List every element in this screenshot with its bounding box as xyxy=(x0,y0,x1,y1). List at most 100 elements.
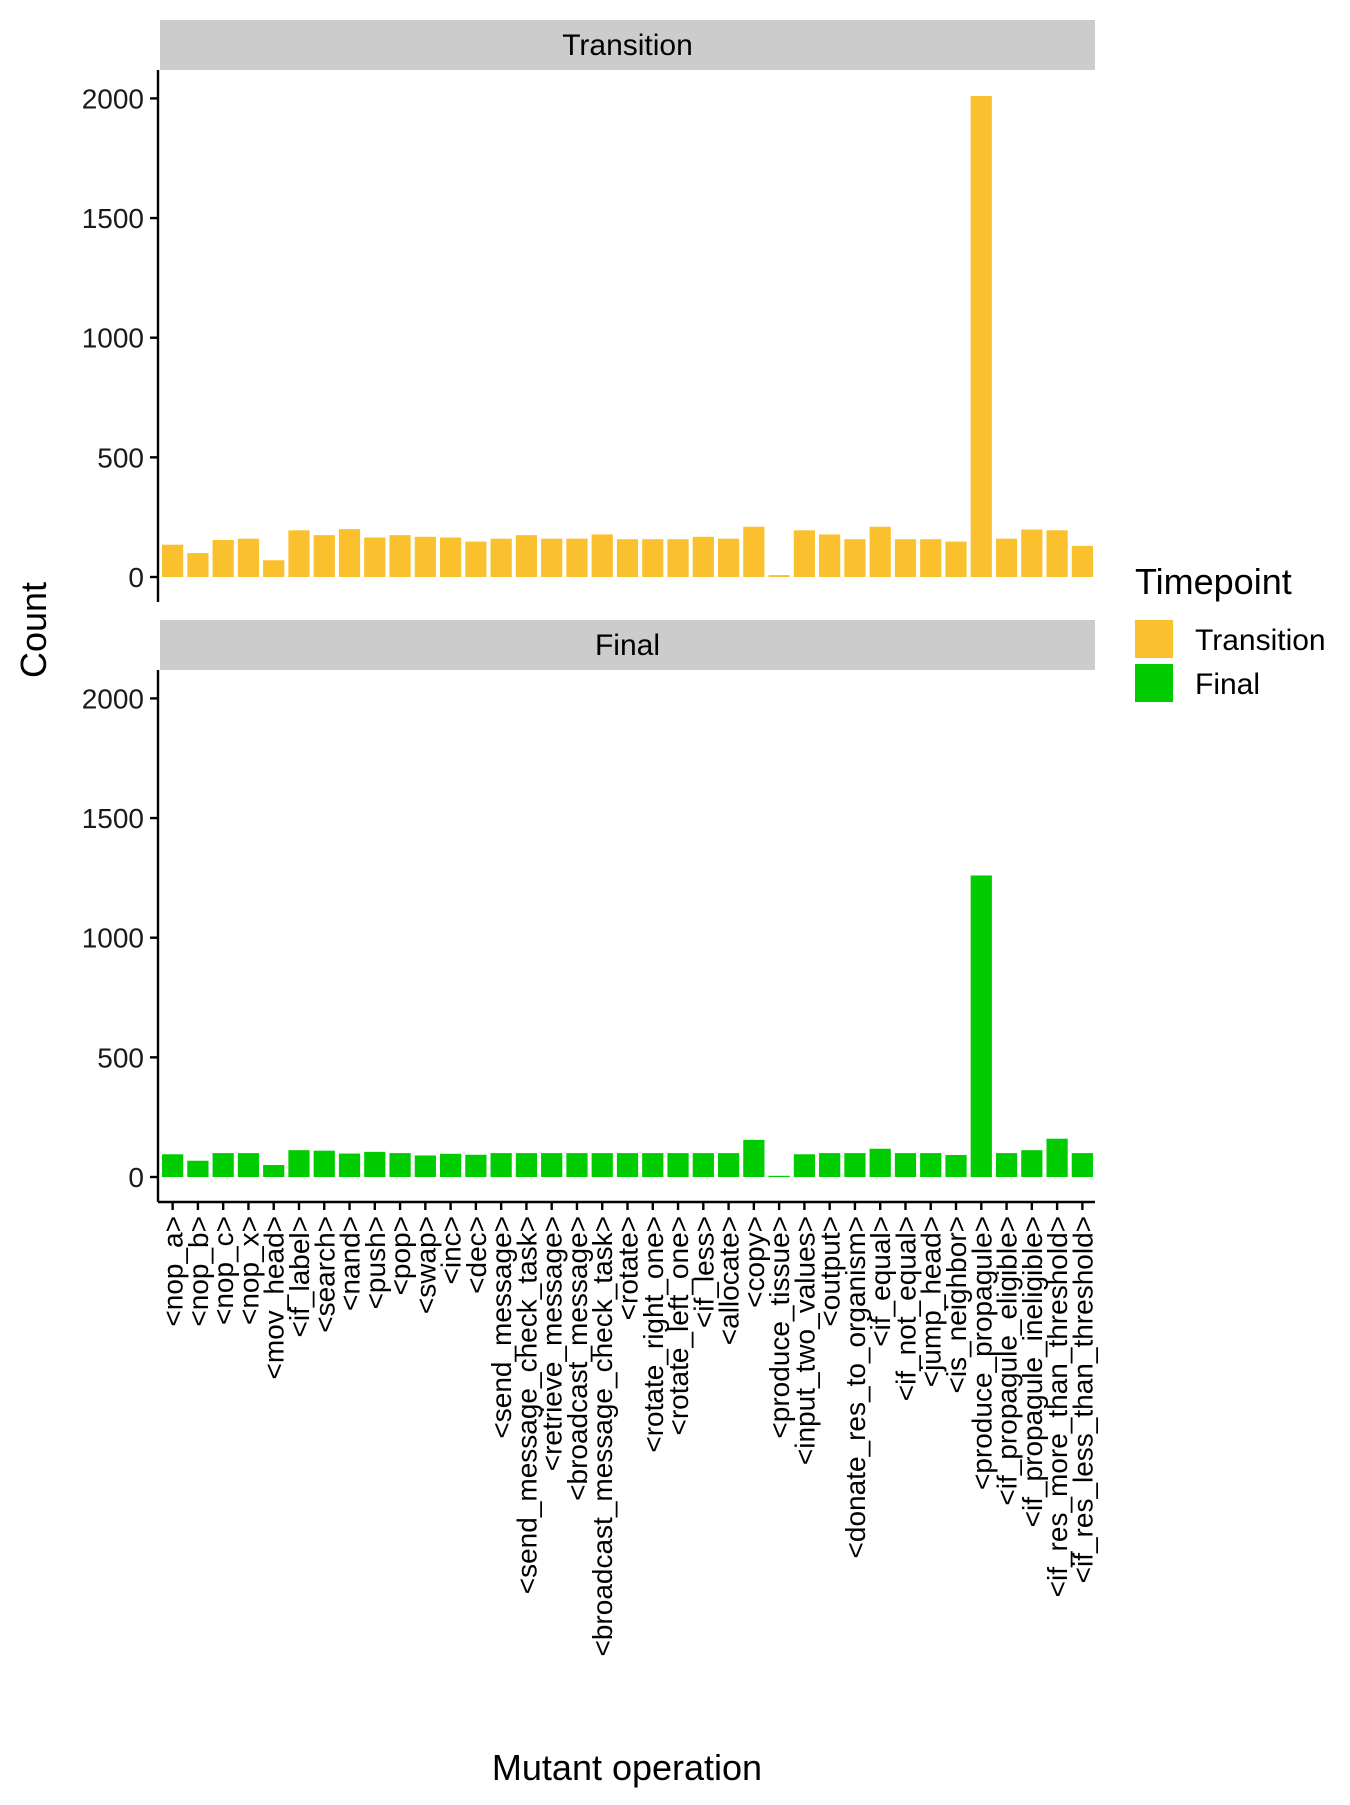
bar xyxy=(819,1153,841,1177)
bar xyxy=(313,1150,335,1177)
x-tick-label: <donate_res_to_organism> xyxy=(840,1216,871,1558)
bar xyxy=(162,544,184,577)
bar xyxy=(920,1153,942,1177)
bar xyxy=(743,1139,765,1177)
y-axis-title: Count xyxy=(13,582,54,678)
bar xyxy=(338,529,361,577)
bar xyxy=(768,575,790,577)
bar xyxy=(591,1153,613,1177)
panel-1: Final 0 500 1000 1500 2000 xyxy=(82,620,1095,1204)
bar xyxy=(1071,545,1093,577)
bar xyxy=(1021,529,1043,577)
facet-strip xyxy=(160,620,1095,670)
bar xyxy=(920,539,942,577)
x-tick-label: <retrieve_message> xyxy=(537,1216,568,1471)
bar xyxy=(212,539,234,577)
bar xyxy=(616,539,639,577)
x-tick-label: <nop_a> xyxy=(158,1216,189,1327)
x-tick-label: <rotate_left_one> xyxy=(663,1216,694,1436)
x-tick-label: <allocate> xyxy=(714,1216,745,1345)
x-tick-label: <rotate> xyxy=(613,1216,644,1320)
bar xyxy=(616,1153,639,1177)
bar xyxy=(313,535,335,577)
bar xyxy=(1046,1138,1068,1177)
legend-label: Final xyxy=(1195,668,1260,701)
x-tick-label: <is_neighbor> xyxy=(941,1216,972,1393)
bar xyxy=(263,1165,285,1177)
x-tick-label: <push> xyxy=(360,1216,391,1309)
bar xyxy=(187,1160,209,1177)
bar xyxy=(743,526,765,577)
x-tick-label: <send_message_check_task> xyxy=(511,1216,542,1594)
bar xyxy=(288,530,310,577)
bar xyxy=(364,537,386,577)
x-tick-label: <nop_b> xyxy=(183,1216,214,1327)
bar xyxy=(465,1154,487,1177)
legend-label: Transition xyxy=(1195,624,1326,657)
bar xyxy=(642,1153,664,1177)
bar xyxy=(844,1153,866,1177)
legend: Timepoint Transition Final xyxy=(1135,561,1326,702)
x-tick-label: <swap> xyxy=(410,1216,441,1314)
y-tick-label: 1500 xyxy=(82,803,144,834)
legend-title: Timepoint xyxy=(1135,561,1292,602)
y-tick-label: 0 xyxy=(128,1162,144,1193)
x-tick-label: <if_propagule_ineligible> xyxy=(1017,1216,1048,1527)
x-tick-label: <nop_x> xyxy=(233,1216,264,1325)
bar xyxy=(566,1153,588,1177)
bar xyxy=(970,96,992,578)
x-tick-label: <if_less> xyxy=(688,1216,719,1328)
bar xyxy=(389,1153,411,1177)
bar xyxy=(541,1153,563,1177)
bar xyxy=(414,536,436,577)
bar xyxy=(995,538,1018,577)
bar xyxy=(717,1153,740,1177)
bar xyxy=(692,1153,714,1177)
x-tick-label: <if_res_less_than_threshold> xyxy=(1067,1216,1098,1583)
bar xyxy=(995,1153,1018,1177)
bar xyxy=(667,539,689,577)
bar xyxy=(819,534,841,577)
x-tick-label: <inc> xyxy=(436,1216,467,1285)
bar xyxy=(945,541,967,577)
bar xyxy=(465,541,487,577)
x-category-labels: <nop_a><nop_b><nop_c><nop_x><mov_head><i… xyxy=(158,1202,1098,1657)
bar xyxy=(869,1148,891,1177)
bar xyxy=(1021,1150,1043,1177)
y-tick-label: 1500 xyxy=(82,203,144,234)
bar xyxy=(894,1153,917,1177)
x-tick-label: <if_res_more_than_threshold> xyxy=(1042,1216,1073,1597)
panel-0: Transition 0 500 1000 1500 2000 xyxy=(82,20,1095,602)
facet-strip-label: Final xyxy=(595,629,660,662)
x-tick-label: <input_two_values> xyxy=(789,1216,820,1465)
x-tick-label: <if_not_equal> xyxy=(890,1216,921,1401)
bar xyxy=(667,1153,689,1177)
bar xyxy=(793,530,816,577)
x-tick-label: <copy> xyxy=(739,1216,770,1308)
bar xyxy=(515,535,538,577)
x-tick-label: <pop> xyxy=(385,1216,416,1295)
bar xyxy=(1046,530,1068,577)
y-tick-label: 2000 xyxy=(82,683,144,714)
y-tick-label: 500 xyxy=(97,442,144,473)
y-tick-label: 0 xyxy=(128,562,144,593)
bar xyxy=(768,1175,790,1177)
bar xyxy=(869,526,891,577)
x-tick-label: <if_equal> xyxy=(865,1216,896,1347)
bar xyxy=(263,560,285,577)
bar xyxy=(945,1154,967,1177)
x-tick-label: <nand> xyxy=(335,1216,366,1311)
bar xyxy=(414,1155,436,1177)
bar xyxy=(338,1153,361,1177)
bar xyxy=(515,1153,538,1177)
y-tick-label: 2000 xyxy=(82,83,144,114)
x-tick-label: <produce_propagule> xyxy=(966,1216,997,1490)
bar xyxy=(364,1151,386,1177)
bar xyxy=(793,1154,816,1177)
x-tick-label: <output> xyxy=(815,1216,846,1327)
x-axis-title: Mutant operation xyxy=(492,1747,762,1788)
facet-strip xyxy=(160,20,1095,70)
bar xyxy=(642,539,664,577)
bar xyxy=(439,537,462,577)
